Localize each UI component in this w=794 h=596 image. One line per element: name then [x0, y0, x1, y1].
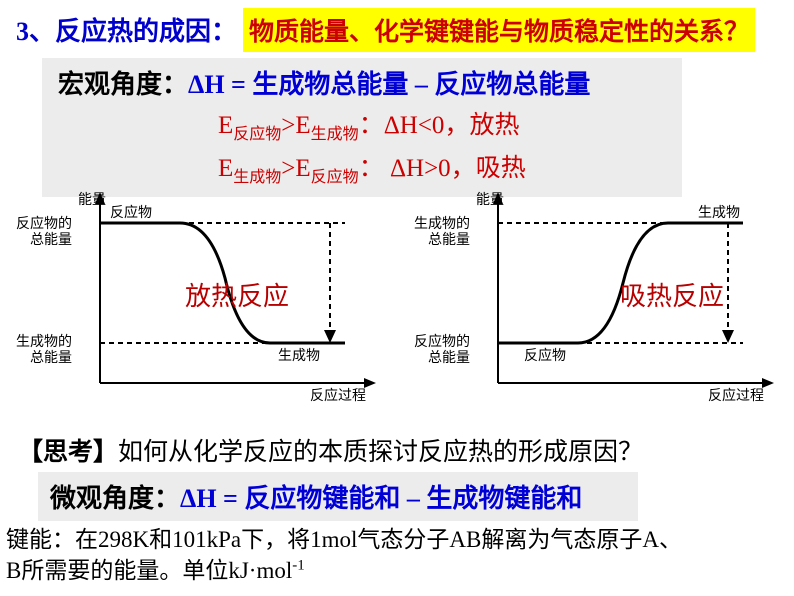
highlight-question: 物质能量、化学键键能与物质稳定性的关系？ [243, 8, 755, 52]
product-label-r: 生成物 [698, 205, 740, 221]
colon2: ： [359, 155, 384, 182]
macro-label: 宏观角度： [58, 70, 188, 99]
endo-label: 吸热 [476, 155, 526, 182]
reactant-side-2: 总能量 [30, 232, 72, 248]
macro-reactants: 反应物总能量 [434, 70, 590, 99]
reactant-side-1: 反应物的 [16, 215, 72, 232]
exothermic-condition: E反应物>E生成物：ΔH<0，放热 [218, 105, 666, 144]
e-symbol2: E [218, 155, 233, 182]
exothermic-reaction-label: 放热反应 [185, 276, 289, 313]
macro-formula-line: 宏观角度：ΔH = 生成物总能量 – 反应物总能量 [58, 64, 666, 101]
endothermic-reaction-label: 吸热反应 [620, 276, 724, 313]
section-header: 3、反应热的成因：物质能量、化学键键能与物质稳定性的关系？ [0, 8, 794, 52]
e-symbol: E [218, 112, 233, 139]
sub-reactant2: 反应物 [311, 169, 359, 186]
reactant-label: 反应物 [110, 204, 152, 221]
micro-dh: ΔH = [180, 484, 244, 513]
colon1: ： [359, 112, 384, 139]
micro-formula-line: 微观角度：ΔH = 反应物键能和 – 生成物键能和 [50, 478, 626, 515]
micro-part2: 生成物键能和 [426, 484, 582, 513]
y-axis-label: 能量 [78, 192, 106, 208]
dh-pos: ΔH>0， [390, 155, 476, 182]
macro-dh: ΔH = [188, 70, 252, 99]
micro-label: 微观角度： [50, 484, 180, 513]
endothermic-condition: E生成物>E反应物： ΔH>0，吸热 [218, 148, 666, 187]
product-side-2: 总能量 [30, 350, 72, 366]
product-side-r1: 生成物的 [414, 216, 470, 232]
reactant-side-r1: 反应物的 [414, 333, 470, 350]
micro-explanation: 微观角度：ΔH = 反应物键能和 – 生成物键能和 [38, 472, 638, 521]
x-axis-label: 反应过程 [310, 387, 366, 404]
thinking-prompt: 【思考】如何从化学反应的本质探讨反应热的形成原因？ [18, 432, 643, 468]
gt-e2: >E [281, 155, 310, 182]
macro-explanation: 宏观角度：ΔH = 生成物总能量 – 反应物总能量 E反应物>E生成物：ΔH<0… [42, 58, 682, 197]
bond-energy-definition: 键能：在298K和101kPa下，将1mol气态分子AB解离为气态原子A、 B所… [6, 524, 788, 586]
micro-minus: – [400, 484, 426, 513]
x-axis-label-r: 反应过程 [708, 387, 764, 404]
sub-product: 生成物 [311, 126, 359, 143]
reactant-label-r: 反应物 [524, 347, 566, 364]
endo-svg: 能量 反应过程 生成物 反应物 生成物的 总能量 反应物的 总能量 [408, 188, 788, 408]
bond-line2: B所需要的能量。单位kJ·mol [6, 558, 292, 583]
exo-label: 放热 [469, 112, 519, 139]
endothermic-diagram: 能量 反应过程 生成物 反应物 生成物的 总能量 反应物的 总能量 [408, 188, 788, 408]
macro-products: 生成物总能量 [252, 70, 408, 99]
dh-neg: ΔH<0， [384, 112, 470, 139]
y-axis-label-r: 能量 [476, 192, 504, 208]
macro-minus: – [408, 70, 434, 99]
section-number: 3、 [16, 17, 55, 46]
sikao-bracket: 【思考】 [18, 439, 118, 466]
sub-reactant: 反应物 [233, 126, 281, 143]
section-title: 反应热的成因： [55, 17, 237, 46]
bond-sup: -1 [292, 557, 305, 573]
energy-diagrams: 能量 反应过程 反应物 生成物 反应物的 总能量 生成物的 总能量 [0, 188, 794, 418]
product-label: 生成物 [278, 348, 320, 364]
product-side-1: 生成物的 [16, 334, 72, 350]
micro-part1: 反应物键能和 [244, 484, 400, 513]
reactant-side-r2: 总能量 [428, 350, 470, 366]
sikao-text: 如何从化学反应的本质探讨反应热的形成原因？ [118, 439, 643, 466]
gt-e: >E [281, 112, 310, 139]
product-side-r2: 总能量 [428, 232, 470, 248]
sub-product2: 生成物 [233, 169, 281, 186]
bond-line1: 键能：在298K和101kPa下，将1mol气态分子AB解离为气态原子A、 [6, 527, 682, 552]
